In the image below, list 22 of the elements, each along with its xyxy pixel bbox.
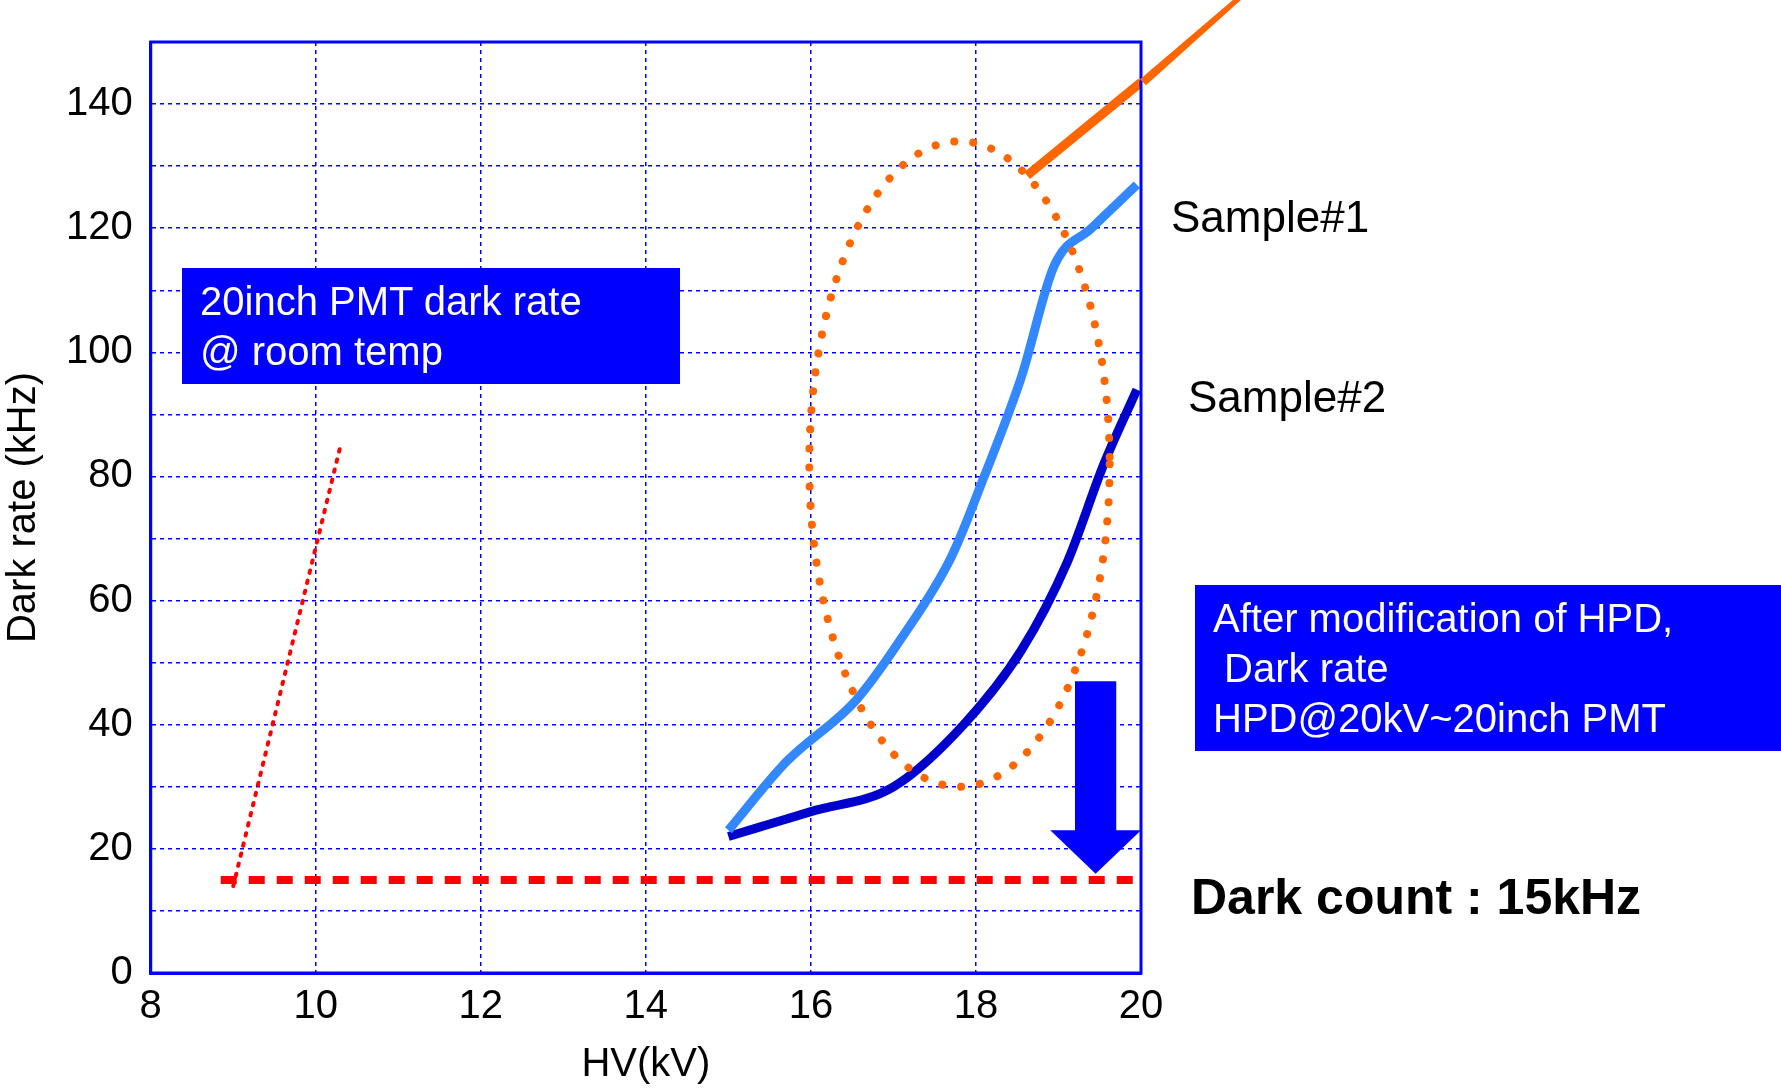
x-tick-label: 20 (1118, 982, 1164, 1027)
x-tick-label: 16 (788, 982, 834, 1027)
x-tick-label: 12 (458, 982, 504, 1027)
x-tick-label: 8 (139, 982, 162, 1027)
x-tick-label: 14 (623, 982, 669, 1027)
y-tick-label: 0 (110, 948, 133, 993)
series-label: Sample#2 (1188, 371, 1387, 421)
x-axis-title: HV(kV) (581, 1040, 711, 1085)
annotation: 20inch PMT dark rate @ room temp (182, 268, 680, 384)
x-tick-label: 18 (953, 982, 999, 1027)
series-label: Sample#1 (1171, 191, 1370, 241)
y-tick-label: 20 (88, 823, 133, 868)
y-tick-label: 120 (65, 203, 133, 248)
y-tick-label: 40 (88, 699, 133, 744)
text: After modification of HPD, Dark rate HPD@20kV~20inch PMT (1195, 585, 1781, 751)
y-tick-label: 80 (88, 451, 133, 496)
y-tick-label: 60 (88, 575, 133, 620)
y-tick-label: 140 (65, 79, 133, 124)
ref-line-label: Dark count : 15kHz (1191, 868, 1642, 925)
y-tick-label: 100 (65, 327, 133, 372)
x-tick-label: 10 (293, 982, 339, 1027)
y-axis-title: Dark rate (kHz) (0, 371, 44, 644)
